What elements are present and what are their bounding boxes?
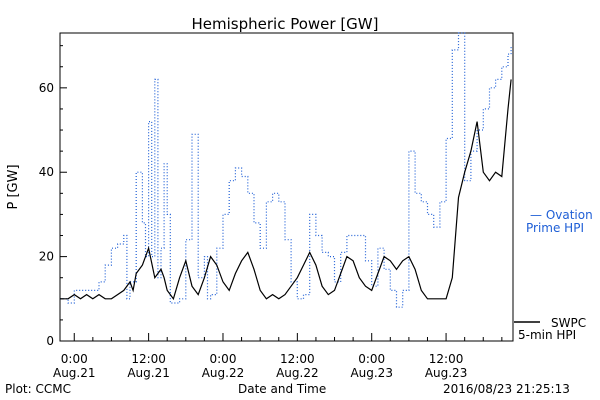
x-tick-label: 0:00 [358,352,385,366]
x-tick-label: Aug.21 [127,366,170,380]
x-tick-label: Aug.23 [350,366,393,380]
legend-swpc-line2: 5-min HPI [518,328,576,342]
y-tick-label: 60 [39,81,54,95]
x-tick-label: 0:00 [210,352,237,366]
plot-credit: Plot: CCMC [5,382,71,396]
chart-title: Hemispheric Power [GW] [192,15,379,33]
legend-swpc-line1: SWPC [551,316,586,330]
x-tick-label: Aug.23 [425,366,468,380]
legend-ovation-line2: Prime HPI [526,221,584,235]
series-swpc-5min-hpi [60,79,512,301]
x-tick-label: Aug.21 [53,366,96,380]
y-axis-label: P [GW] [6,164,21,209]
y-tick-label: 0 [46,334,54,348]
x-tick-label: Aug.22 [276,366,319,380]
x-tick-label: 12:00 [429,352,464,366]
x-tick-label: 0:00 [61,352,88,366]
y-axis: 0 20 40 60 [39,45,67,348]
y-tick-label: 20 [39,250,54,264]
x-tick-label: Aug.22 [202,366,245,380]
x-axis-label: Date and Time [238,382,327,396]
legend-ovation-line1: — Ovation [530,208,593,222]
series-ovation-prime-hpi [60,32,512,308]
y-tick-label: 40 [39,165,54,179]
plot-frame [59,32,514,342]
timestamp: 2016/08/23 21:25:13 [443,382,570,396]
x-axis: 0:00Aug.2112:00Aug.210:00Aug.2212:00Aug.… [53,333,503,380]
legend: — Ovation Prime HPI SWPC 5-min HPI [514,208,593,342]
x-tick-label: 12:00 [131,352,166,366]
x-tick-label: 12:00 [280,352,315,366]
